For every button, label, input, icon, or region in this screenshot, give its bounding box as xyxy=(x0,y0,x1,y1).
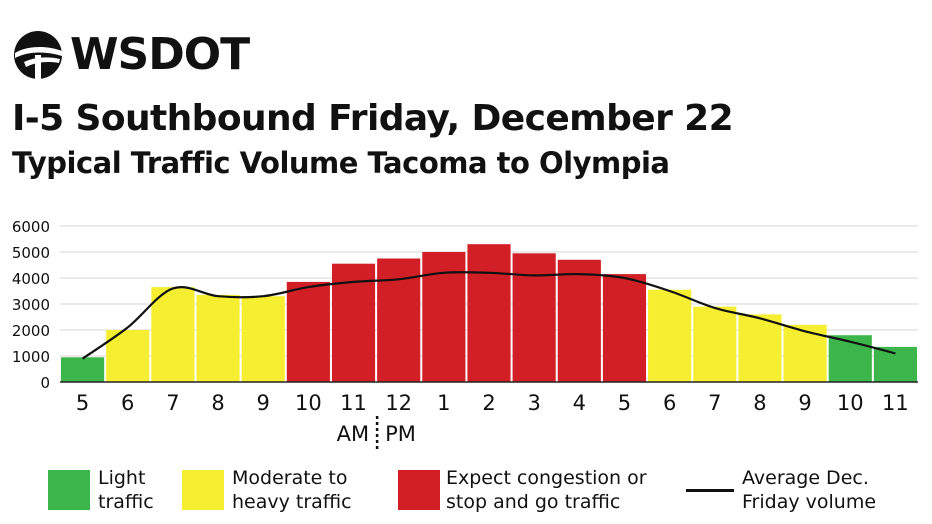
y-tick-label: 2000 xyxy=(12,322,50,340)
legend-swatch-light xyxy=(48,470,90,510)
brand-name: WSDOT xyxy=(70,29,250,80)
chart-subtitle: Typical Traffic Volume Tacoma to Olympia xyxy=(12,146,670,180)
y-tick-label: 6000 xyxy=(12,218,50,236)
bar xyxy=(783,324,827,382)
x-tick-label: 11 xyxy=(882,391,909,415)
x-tick-label: 5 xyxy=(76,391,89,415)
x-tick-label: 9 xyxy=(798,391,811,415)
x-tick-label: 1 xyxy=(437,391,450,415)
x-tick-label: 12 xyxy=(385,391,412,415)
legend-label-moderate: Moderate to heavy traffic xyxy=(232,467,352,513)
legend-swatch-congestion xyxy=(398,470,440,510)
x-tick-label: 5 xyxy=(618,391,631,415)
bar xyxy=(512,253,556,382)
wsdot-logo-icon xyxy=(14,31,62,79)
bar xyxy=(873,346,917,382)
legend-swatch-moderate xyxy=(182,470,224,510)
legend-label-average: Average Dec. Friday volume xyxy=(742,467,877,513)
y-tick-label: 0 xyxy=(40,374,50,392)
chart-title: I-5 Southbound Friday, December 22 xyxy=(12,98,734,139)
am-label: AM xyxy=(337,422,369,446)
x-tick-label: 6 xyxy=(663,391,676,415)
average-volume-line xyxy=(81,271,896,360)
y-tick-label: 4000 xyxy=(12,270,50,288)
legend-label-congestion: Expect congestion or stop and go traffic xyxy=(446,467,647,513)
x-tick-label: 4 xyxy=(573,391,586,415)
pm-label: PM xyxy=(385,422,416,446)
legend-label-light: Light traffic xyxy=(98,467,154,513)
y-tick-label: 3000 xyxy=(12,296,50,314)
bar xyxy=(828,335,872,382)
x-tick-label: 9 xyxy=(257,391,270,415)
x-tick-label: 7 xyxy=(708,391,721,415)
x-tick-label: 7 xyxy=(166,391,179,415)
y-tick-label: 5000 xyxy=(12,244,50,262)
bar xyxy=(693,306,737,382)
bar xyxy=(602,274,647,382)
x-tick-label: 3 xyxy=(527,391,540,415)
x-tick-label: 2 xyxy=(482,391,495,415)
y-tick-label: 1000 xyxy=(12,348,50,366)
bar xyxy=(648,289,692,382)
x-tick-label: 6 xyxy=(121,391,134,415)
x-tick-label: 8 xyxy=(753,391,766,415)
bar xyxy=(241,296,285,382)
bar xyxy=(61,357,105,382)
bar xyxy=(738,314,782,382)
x-tick-label: 10 xyxy=(295,391,322,415)
x-tick-label: 10 xyxy=(837,391,864,415)
bar xyxy=(286,281,330,382)
bar xyxy=(467,244,511,382)
brand-header: WSDOT xyxy=(12,28,250,82)
x-tick-label: 11 xyxy=(340,391,367,415)
x-tick-label: 8 xyxy=(211,391,224,415)
bar xyxy=(557,259,601,382)
bar xyxy=(151,287,195,382)
bar xyxy=(196,294,240,382)
legend-line-average xyxy=(686,489,734,492)
